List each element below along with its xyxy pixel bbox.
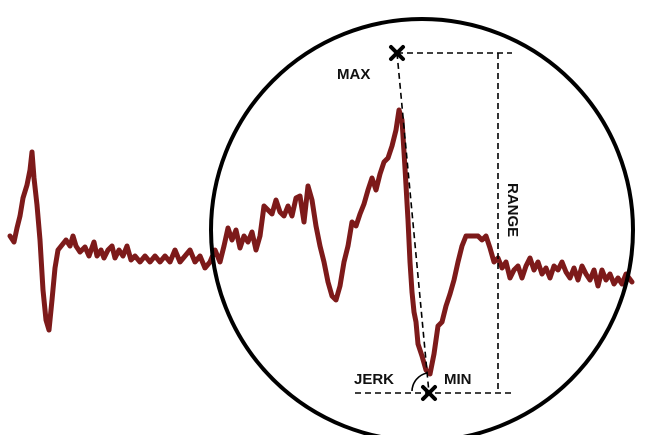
range-label: RANGE (504, 183, 521, 237)
jerk-angle-arc (411, 372, 428, 392)
min-label: MIN (444, 371, 472, 388)
min-x-mark-icon (421, 385, 437, 401)
signal-waveform (7, 107, 635, 377)
magnifier-circle (209, 17, 635, 435)
max-to-min-dashed-line (396, 52, 430, 394)
max-x-mark-icon (389, 45, 405, 61)
max-label: MAX (337, 66, 370, 83)
jerk-label: JERK (354, 371, 394, 388)
